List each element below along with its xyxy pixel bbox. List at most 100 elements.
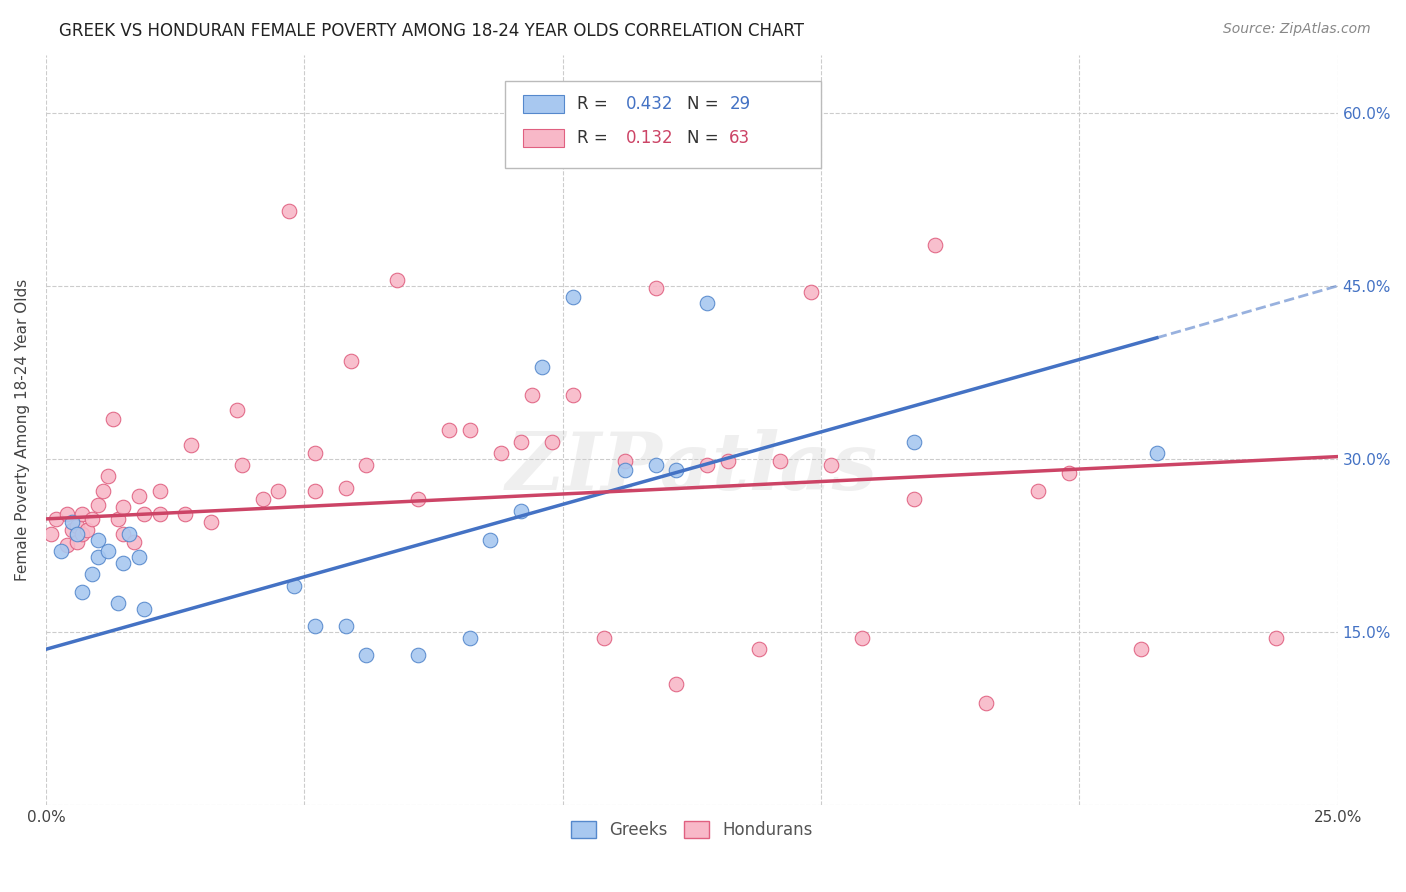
- Point: [60, 516, 83, 530]
- Legend: Greeks, Hondurans: Greeks, Hondurans: [564, 814, 820, 846]
- Point: [86, 533, 108, 547]
- Point: [112, 500, 135, 515]
- Point: [562, 388, 585, 402]
- Point: [97, 469, 120, 483]
- Point: [117, 527, 139, 541]
- Point: [70, 527, 93, 541]
- Point: [335, 619, 357, 633]
- Point: [1146, 446, 1168, 460]
- Point: [226, 403, 249, 417]
- Point: [76, 524, 98, 538]
- Point: [304, 484, 326, 499]
- Point: [696, 296, 718, 310]
- Point: [134, 508, 156, 522]
- Text: N =: N =: [686, 128, 724, 146]
- Point: [562, 290, 585, 304]
- Point: [1057, 466, 1080, 480]
- Point: [66, 527, 89, 541]
- Point: [356, 648, 378, 662]
- Point: [122, 535, 145, 549]
- Point: [91, 484, 114, 499]
- Text: ZIPatlas: ZIPatlas: [506, 429, 877, 507]
- Point: [387, 273, 409, 287]
- Point: [1264, 631, 1286, 645]
- Text: 0.432: 0.432: [626, 95, 673, 113]
- Point: [97, 544, 120, 558]
- Point: [267, 484, 290, 499]
- Text: GREEK VS HONDURAN FEMALE POVERTY AMONG 18-24 YEAR OLDS CORRELATION CHART: GREEK VS HONDURAN FEMALE POVERTY AMONG 1…: [59, 22, 804, 40]
- Point: [510, 434, 533, 449]
- Point: [82, 567, 104, 582]
- FancyBboxPatch shape: [523, 128, 564, 146]
- Point: [613, 454, 636, 468]
- Point: [924, 238, 946, 252]
- Point: [437, 423, 460, 437]
- Point: [231, 458, 253, 472]
- Point: [541, 434, 564, 449]
- Point: [335, 481, 357, 495]
- FancyBboxPatch shape: [523, 95, 564, 113]
- Point: [644, 281, 666, 295]
- Point: [86, 549, 108, 564]
- Point: [60, 524, 83, 538]
- Point: [406, 648, 429, 662]
- Point: [800, 285, 823, 299]
- Point: [665, 677, 688, 691]
- Point: [112, 556, 135, 570]
- Point: [510, 504, 533, 518]
- Point: [820, 458, 842, 472]
- Point: [665, 463, 688, 477]
- Text: 29: 29: [730, 95, 751, 113]
- Point: [903, 434, 925, 449]
- Point: [134, 602, 156, 616]
- Point: [277, 203, 299, 218]
- Point: [200, 516, 222, 530]
- Point: [128, 549, 150, 564]
- Point: [903, 492, 925, 507]
- Point: [530, 359, 553, 374]
- Point: [748, 642, 770, 657]
- Point: [458, 631, 481, 645]
- Point: [70, 584, 93, 599]
- Point: [252, 492, 274, 507]
- Point: [66, 518, 89, 533]
- Point: [101, 411, 124, 425]
- Point: [458, 423, 481, 437]
- Point: [593, 631, 616, 645]
- Point: [1026, 484, 1049, 499]
- Point: [406, 492, 429, 507]
- Point: [613, 463, 636, 477]
- Point: [644, 458, 666, 472]
- Point: [86, 498, 108, 512]
- Point: [149, 484, 172, 499]
- Point: [479, 533, 502, 547]
- Point: [769, 454, 792, 468]
- Point: [66, 535, 89, 549]
- Point: [304, 446, 326, 460]
- Text: 0.132: 0.132: [626, 128, 673, 146]
- Text: R =: R =: [576, 95, 613, 113]
- Point: [82, 512, 104, 526]
- Point: [128, 489, 150, 503]
- Y-axis label: Female Poverty Among 18-24 Year Olds: Female Poverty Among 18-24 Year Olds: [15, 279, 30, 582]
- Point: [717, 454, 740, 468]
- Point: [55, 508, 77, 522]
- Point: [520, 388, 543, 402]
- Point: [696, 458, 718, 472]
- Point: [489, 446, 512, 460]
- Point: [45, 512, 67, 526]
- Point: [70, 508, 93, 522]
- Point: [1130, 642, 1153, 657]
- Point: [356, 458, 378, 472]
- Text: N =: N =: [686, 95, 724, 113]
- Text: R =: R =: [576, 128, 619, 146]
- Point: [149, 508, 172, 522]
- Text: 63: 63: [730, 128, 751, 146]
- Point: [340, 354, 363, 368]
- FancyBboxPatch shape: [505, 81, 821, 168]
- Point: [851, 631, 873, 645]
- Point: [51, 544, 73, 558]
- Point: [283, 579, 305, 593]
- Point: [107, 512, 129, 526]
- Point: [304, 619, 326, 633]
